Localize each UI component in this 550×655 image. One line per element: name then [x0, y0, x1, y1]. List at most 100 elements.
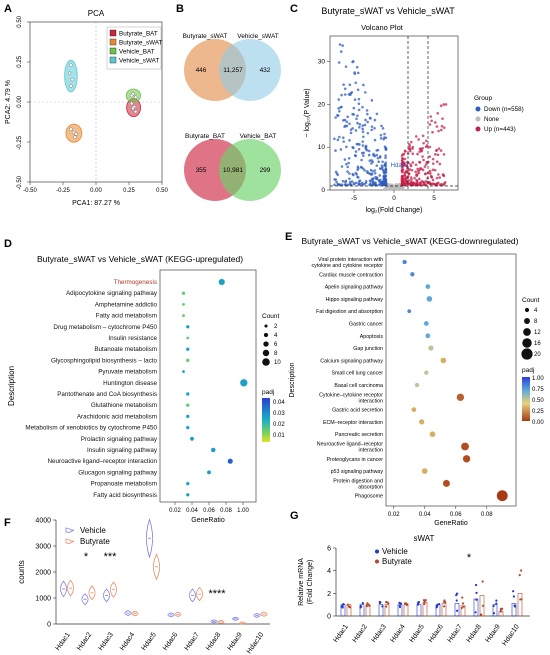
- volcano-point-down: [361, 135, 365, 139]
- volcano-point-up: [400, 156, 404, 160]
- volcano-point-down: [374, 181, 377, 184]
- volcano-point-down: [376, 156, 380, 160]
- bar-replicate-point: [461, 602, 465, 605]
- volcano-point-down: [378, 167, 382, 170]
- bar-vehicle: [473, 598, 479, 617]
- volcano-point-down: [384, 161, 388, 164]
- kegg-down-term: Phagosome: [355, 494, 383, 500]
- violin-vehicle: [146, 518, 153, 559]
- pca-point: [69, 127, 73, 131]
- volcano-point-down: [361, 144, 365, 147]
- volcano-point-up: [428, 155, 432, 158]
- volcano-point-down: [361, 124, 364, 127]
- volcano-point-up: [403, 171, 406, 175]
- volcano-point-down: [384, 171, 388, 174]
- pca-legend-swatch: [109, 38, 117, 46]
- volcano-point-down: [338, 135, 341, 139]
- bar-replicate-point: [346, 603, 349, 606]
- pca-legend: Butyrate_BAT Butyrate_sWAT Vehicle_BAT Vehi…: [106, 26, 163, 70]
- pca-legend-label: Vehicle_BAT: [119, 49, 155, 56]
- bar-replicate-point: [481, 580, 484, 583]
- pca-point: [133, 109, 138, 114]
- bar-vehicle: [454, 603, 460, 617]
- kegg-up-size-label: 8: [274, 351, 278, 357]
- kegg-down-dot: [411, 406, 417, 413]
- bar-vehicle: [397, 604, 403, 617]
- volcano-point-down: [368, 179, 372, 183]
- pca-ytick: -0.25: [17, 135, 23, 149]
- volcano-point-up: [408, 145, 411, 148]
- bar-xtick: Hdac10: [501, 623, 521, 647]
- kegg-down-size-legend: 4 8 12 16 20: [521, 307, 541, 360]
- panel-letter-f: F: [4, 517, 11, 529]
- bar-replicate-point: [499, 610, 502, 613]
- kegg-up-term: Arachidonic acid metabolism: [77, 413, 157, 420]
- volcano-point-up: [416, 182, 419, 186]
- volcano-point-down: [381, 179, 385, 183]
- kegg-up-size-legend: 2 4 6 8 10: [262, 324, 281, 366]
- kegg-up-term: Propanoate metabolism: [90, 481, 157, 488]
- volcano-point-down: [384, 163, 387, 166]
- volcano-point-up: [422, 158, 425, 162]
- kegg-up-xtick: 0.06: [203, 508, 215, 514]
- volcano-point-up: [402, 164, 406, 167]
- pca-xtick: -0.25: [56, 188, 70, 194]
- volcano-point-up: [414, 135, 418, 138]
- volcano-point-up: [439, 149, 443, 152]
- bar-replicate-point: [499, 608, 502, 611]
- kegg-down-term: Viral protein interaction with: [318, 257, 383, 263]
- volcano-point-down: [344, 180, 347, 184]
- pca-point: [74, 132, 78, 136]
- volcano-point-up: [423, 165, 427, 168]
- kegg-down-size-label: 16: [534, 341, 541, 347]
- kegg-down-axes: [385, 253, 517, 507]
- violin-xtick: Hdac3: [98, 631, 115, 652]
- volcano-point-down: [338, 43, 342, 46]
- volcano-point-down: [346, 165, 350, 169]
- volcano-point-down: [351, 127, 354, 130]
- volcano-point-down: [363, 123, 367, 127]
- kegg-up-dot: [218, 278, 226, 286]
- bar-replicate-point: [443, 600, 446, 603]
- volcano-point-down: [339, 50, 343, 53]
- kegg-down-size-label: 4: [534, 308, 538, 314]
- volcano-point-down: [340, 165, 344, 168]
- volcano-point-down: [353, 98, 357, 102]
- bar-replicate-point: [462, 605, 465, 608]
- bar-xtick: Hdac1: [333, 623, 350, 644]
- volcano-point-down: [368, 159, 372, 162]
- volcano-point-down: [362, 83, 365, 87]
- volcano-point-down: [381, 126, 385, 130]
- bar-xtick: Hdac2: [352, 623, 369, 644]
- volcano-point-up: [426, 176, 429, 180]
- volcano-point-up: [400, 166, 404, 170]
- panel-letter-c: C: [290, 3, 298, 15]
- pca-point: [69, 84, 73, 88]
- violin-legend-label: Vehicle: [80, 526, 106, 535]
- kegg-down-dot: [496, 489, 508, 502]
- kegg-up-size-key: [262, 349, 270, 357]
- bar-replicate-point: [460, 606, 463, 609]
- kegg-up-term: Thermogenesis: [114, 279, 157, 286]
- pca-ytick: -0.50: [17, 175, 23, 189]
- volcano-point-down: [338, 109, 341, 113]
- volcano-point-up: [433, 168, 437, 172]
- volcano-point-down: [375, 112, 379, 116]
- volcano-point-down: [355, 117, 358, 121]
- volcano-points: [333, 43, 448, 192]
- hdac8-9-significance: ****: [208, 588, 226, 600]
- volcano-point-down: [333, 137, 336, 141]
- volcano-point-down: [365, 109, 369, 112]
- volcano-point-up: [429, 172, 432, 175]
- kegg-down-term: Apelin signaling pathway: [325, 285, 384, 291]
- kegg-up-term: Metabolism of xenobiotics by cytochrome …: [25, 425, 157, 432]
- kegg-up-xtick: 0.04: [186, 508, 198, 514]
- bar-replicate-point: [366, 602, 369, 605]
- bar-replicate-point: [365, 604, 368, 608]
- violin-butyrate: [110, 581, 117, 598]
- volcano-point-down: [358, 123, 362, 126]
- venn2-right-label: Vehicle_BAT: [240, 133, 277, 140]
- volcano-point-down: [355, 65, 359, 69]
- volcano-point-down: [356, 168, 359, 171]
